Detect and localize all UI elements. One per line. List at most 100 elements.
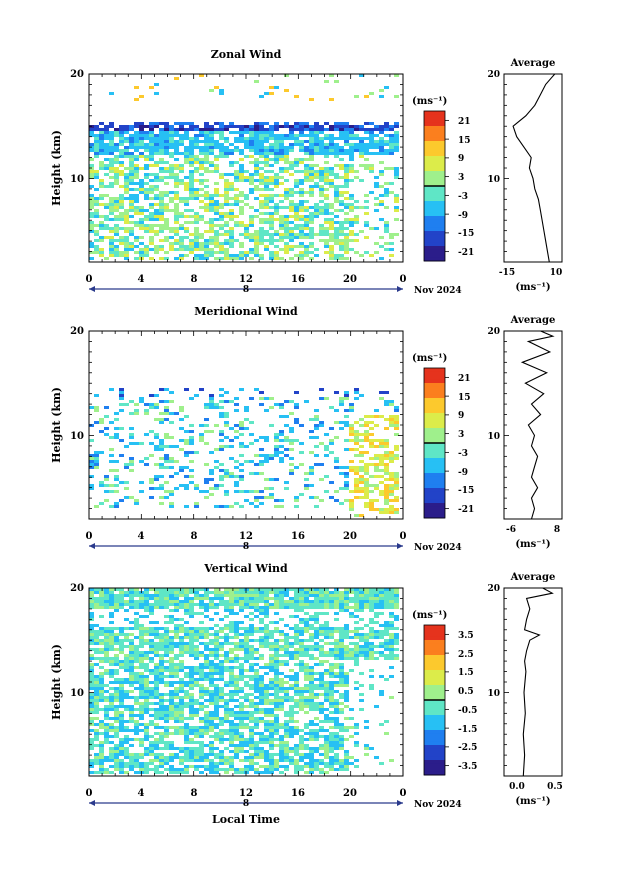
heatmap-cell — [259, 149, 264, 152]
heatmap-cell — [159, 227, 164, 230]
heatmap-cell — [394, 418, 399, 421]
heatmap-cell — [289, 194, 294, 197]
heatmap-cell — [184, 442, 189, 445]
heatmap-cell — [274, 445, 279, 448]
heatmap-cell — [129, 645, 134, 648]
heatmap-cell — [144, 158, 149, 161]
heatmap-cell — [119, 696, 124, 699]
heatmap-cell — [189, 442, 194, 445]
heatmap-cell — [194, 239, 199, 242]
heatmap-cell — [204, 690, 209, 693]
heatmap-cell — [124, 125, 129, 128]
heatmap-cell — [324, 744, 329, 747]
heatmap-cell — [124, 663, 129, 666]
heatmap-cell — [109, 765, 114, 768]
heatmap-cell — [359, 137, 364, 140]
heatmap-cell — [234, 612, 239, 615]
heatmap-cell — [89, 194, 94, 197]
heatmap-cell — [169, 597, 174, 600]
heatmap-cell — [349, 248, 354, 251]
heatmap-cell — [239, 639, 244, 642]
heatmap-cell — [224, 636, 229, 639]
heatmap-cell — [109, 170, 114, 173]
heatmap-cell — [259, 693, 264, 696]
heatmap-cell — [224, 624, 229, 627]
heatmap-cell — [119, 750, 124, 753]
heatmap-cell — [174, 77, 179, 80]
heatmap-cell — [139, 248, 144, 251]
heatmap-cell — [269, 642, 274, 645]
heatmap-cell — [289, 439, 294, 442]
heatmap-cell — [114, 609, 119, 612]
heatmap-cell — [284, 687, 289, 690]
heatmap-cell — [344, 242, 349, 245]
heatmap-cell — [129, 221, 134, 224]
heatmap-cell — [149, 645, 154, 648]
heatmap-cell — [279, 690, 284, 693]
heatmap-cell — [159, 137, 164, 140]
heatmap-cell — [314, 415, 319, 418]
heatmap-cell — [154, 152, 159, 155]
heatmap-cell — [319, 663, 324, 666]
heatmap-cell — [214, 723, 219, 726]
heatmap-cell — [109, 134, 114, 137]
heatmap-cell — [184, 466, 189, 469]
heatmap-cell — [174, 681, 179, 684]
heatmap-cell — [374, 466, 379, 469]
heatmap-cell — [239, 741, 244, 744]
heatmap-cell — [94, 140, 99, 143]
heatmap-cell — [364, 451, 369, 454]
heatmap-cell — [114, 427, 119, 430]
heatmap-cell — [224, 747, 229, 750]
heatmap-cell — [289, 687, 294, 690]
heatmap-cell — [89, 173, 94, 176]
heatmap-cell — [384, 490, 389, 493]
heatmap-cell — [279, 753, 284, 756]
heatmap-cell — [129, 170, 134, 173]
heatmap-cell — [324, 762, 329, 765]
heatmap-cell — [334, 80, 339, 83]
heatmap-cell — [114, 690, 119, 693]
heatmap-cell — [94, 633, 99, 636]
colorbar-swatch — [424, 216, 445, 220]
heatmap-cell — [294, 391, 299, 394]
heatmap-cell — [239, 645, 244, 648]
heatmap-cell — [239, 609, 244, 612]
heatmap-cell — [94, 200, 99, 203]
heatmap-cell — [284, 756, 289, 759]
heatmap-cell — [264, 711, 269, 714]
heatmap-cell — [94, 155, 99, 158]
colorbar-swatch — [424, 156, 445, 160]
heatmap-cell — [119, 594, 124, 597]
heatmap-cell — [349, 125, 354, 128]
heatmap-cell — [299, 654, 304, 657]
heatmap-cell — [144, 194, 149, 197]
heatmap-cell — [194, 161, 199, 164]
heatmap-cell — [329, 651, 334, 654]
heatmap-cell — [244, 499, 249, 502]
heatmap-cell — [214, 753, 219, 756]
heatmap-cell — [394, 472, 399, 475]
heatmap-cell — [139, 152, 144, 155]
heatmap-cell — [224, 242, 229, 245]
heatmap-cell — [329, 606, 334, 609]
heatmap-cell — [134, 618, 139, 621]
heatmap-cell — [159, 212, 164, 215]
heatmap-cell — [184, 200, 189, 203]
heatmap-cell — [154, 487, 159, 490]
heatmap-cell — [174, 597, 179, 600]
heatmap-cell — [179, 406, 184, 409]
heatmap-cell — [269, 768, 274, 771]
heatmap-cell — [289, 636, 294, 639]
heatmap-cell — [174, 747, 179, 750]
heatmap-cell — [194, 732, 199, 735]
heatmap-cell — [104, 654, 109, 657]
heatmap-cell — [114, 717, 119, 720]
heatmap-cell — [254, 131, 259, 134]
heatmap-cell — [344, 475, 349, 478]
heatmap-cell — [224, 257, 229, 260]
heatmap-cell — [174, 591, 179, 594]
heatmap-cell — [279, 591, 284, 594]
heatmap-cell — [134, 732, 139, 735]
heatmap-cell — [94, 215, 99, 218]
